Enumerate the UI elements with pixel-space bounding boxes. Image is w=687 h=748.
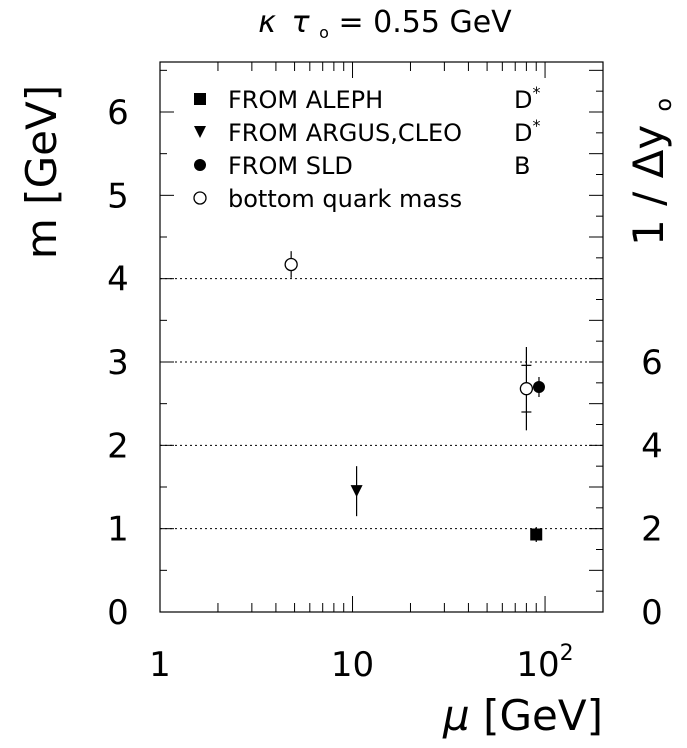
y2-label-subscript: o <box>652 98 677 111</box>
legend-marker <box>194 93 206 105</box>
legend-marker <box>194 126 206 138</box>
title-kappa: κ <box>258 5 276 40</box>
y2-tick-label: 2 <box>641 510 663 550</box>
gridlines <box>160 278 603 530</box>
chart-title: κ τ o = 0.55 GeV <box>258 5 512 46</box>
y-axis-label: m [GeV] <box>17 85 66 259</box>
data-point <box>530 528 543 541</box>
data-point <box>350 485 363 498</box>
y2-label-delta: Δy <box>624 125 673 179</box>
x-label-mu: μ <box>442 691 470 740</box>
legend-marker <box>193 191 207 205</box>
data-marks <box>284 251 545 542</box>
y2-axis-label: 1 / Δy o <box>624 98 677 246</box>
y-tick-label: 3 <box>107 343 129 383</box>
x-tick-label: 10 <box>331 645 374 685</box>
y-tick-label: 6 <box>107 93 129 133</box>
legend-tag: D* <box>514 116 540 147</box>
y-tick-label: 0 <box>107 593 129 633</box>
y2-label-one: 1 <box>624 219 673 246</box>
legend: FROM ALEPH D* FROM ARGUS,CLEO D* FROM SLD Bbo… <box>193 83 540 213</box>
legend-tag: B <box>514 152 530 180</box>
y-tick-label: 5 <box>107 176 129 216</box>
x-tick-label: 1 <box>149 645 171 685</box>
legend-tag: D* <box>514 83 540 114</box>
y2-tick-label: 0 <box>641 593 663 633</box>
data-point <box>519 382 534 396</box>
legend-label: FROM SLD <box>228 152 353 180</box>
x-label-unit: [GeV] <box>483 691 603 740</box>
y-tick-label: 1 <box>107 510 129 550</box>
title-tau-subscript: o <box>319 23 329 42</box>
title-tau: τ <box>292 5 311 40</box>
legend-marker <box>194 159 206 171</box>
y2-tick-label: 6 <box>641 343 663 383</box>
title-rest: = 0.55 GeV <box>338 5 512 40</box>
y-tick-label: 4 <box>107 260 129 300</box>
legend-label: FROM ARGUS,CLEO <box>228 119 462 147</box>
legend-label: bottom quark mass <box>228 185 462 213</box>
x-tick-label: 102 <box>516 641 573 685</box>
y2-label-slash: / <box>624 191 673 206</box>
plot-frame <box>159 61 604 613</box>
x-axis-label: μ [GeV] <box>442 691 603 740</box>
legend-label: FROM ALEPH <box>228 86 383 114</box>
y-tick-label: 2 <box>107 426 129 466</box>
data-point <box>532 381 545 393</box>
y2-tick-label: 4 <box>641 426 663 466</box>
data-point <box>284 257 298 272</box>
